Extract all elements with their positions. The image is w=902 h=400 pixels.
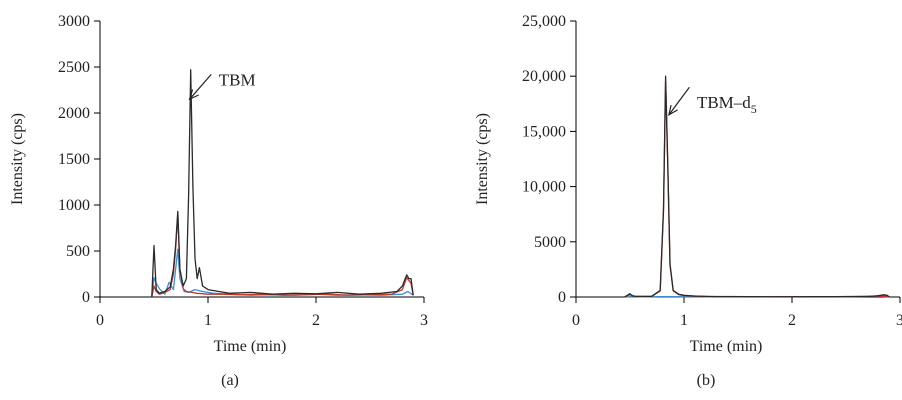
annotation-arrow-head <box>188 89 199 101</box>
x-tick-label: 0 <box>96 312 104 329</box>
peak-annotation-label: TBM–d5 <box>697 93 757 116</box>
annotation-subscript: 5 <box>751 102 757 116</box>
y-tick-label: 3000 <box>58 13 90 30</box>
y-axis-title: Intensity (cps) <box>9 113 26 205</box>
x-tick-label: 1 <box>204 312 212 329</box>
y-tick-label: 2000 <box>58 105 90 122</box>
y-tick-label: 0 <box>558 289 566 306</box>
series-trace-1 <box>151 69 414 298</box>
annotation-arrow-line <box>668 86 690 116</box>
panel-b: 0 5000 10,000 15,000 20,000 25,000 0 1 2 3 Time (m… <box>474 13 902 389</box>
annotation-arrow-line <box>189 73 212 100</box>
y-tick-label: 1000 <box>58 197 90 214</box>
annotation-arrow-head <box>668 104 678 116</box>
peak-annotation-label: TBM <box>219 70 256 89</box>
y-tick-label: 10,000 <box>522 179 566 196</box>
y-tick-label: 2500 <box>58 59 90 76</box>
panel-a: 0 500 1000 1500 2000 2500 3000 0 1 2 3 Time (min) In… <box>9 13 428 389</box>
panel-label: (a) <box>221 372 239 389</box>
y-axis-title: Intensity (cps) <box>474 113 491 205</box>
annotation-text: TBM–d <box>697 93 751 112</box>
y-tick-label: 500 <box>66 243 90 260</box>
annotation-text: TBM <box>219 70 256 89</box>
x-tick-label: 2 <box>788 312 796 329</box>
series-trace-3 <box>151 248 414 298</box>
x-tick-label: 0 <box>572 312 580 329</box>
x-axis-title: Time (min) <box>214 338 287 355</box>
y-tick-label: 25,000 <box>522 13 566 30</box>
y-tick-label: 1500 <box>58 151 90 168</box>
series-trace-2 <box>151 213 414 298</box>
y-tick-label: 20,000 <box>522 68 566 85</box>
x-tick-label: 3 <box>420 312 428 329</box>
y-tick-label: 0 <box>82 289 90 306</box>
x-tick-label: 1 <box>680 312 688 329</box>
x-axis-title: Time (min) <box>690 338 763 355</box>
y-tick-label: 15,000 <box>522 123 566 140</box>
x-tick-label: 3 <box>896 312 902 329</box>
panel-label: (b) <box>697 372 716 389</box>
series-trace-1 <box>624 75 890 298</box>
x-tick-label: 2 <box>312 312 320 329</box>
y-tick-label: 5000 <box>534 234 566 251</box>
